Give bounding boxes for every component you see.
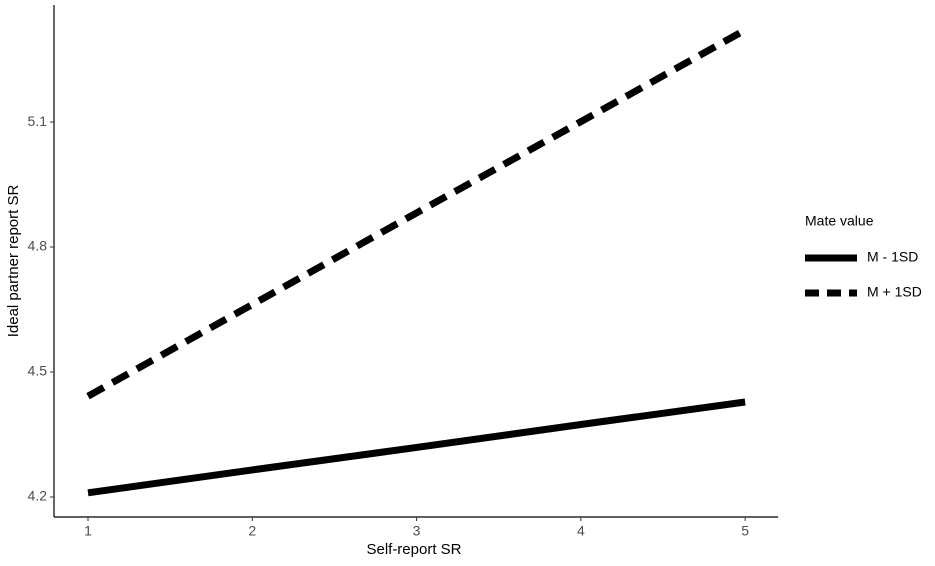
legend-label: M - 1SD bbox=[867, 249, 918, 265]
x-tick-label: 5 bbox=[741, 523, 749, 539]
legend-label: M + 1SD bbox=[867, 284, 922, 300]
y-tick-label: 4.5 bbox=[28, 363, 48, 379]
x-tick-label: 2 bbox=[248, 523, 256, 539]
y-tick-label: 5.1 bbox=[28, 113, 48, 129]
series-line bbox=[87, 398, 746, 497]
x-tick-label: 3 bbox=[413, 523, 421, 539]
legend-title: Mate value bbox=[805, 213, 874, 229]
y-tick-label: 4.8 bbox=[28, 238, 48, 254]
x-tick-label: 1 bbox=[84, 523, 92, 539]
y-tick-label: 4.2 bbox=[28, 488, 48, 504]
x-axis-title: Self-report SR bbox=[366, 541, 461, 558]
y-axis-title: Ideal partner report SR bbox=[5, 185, 22, 338]
x-tick-label: 4 bbox=[577, 523, 585, 539]
series-line bbox=[86, 26, 747, 400]
